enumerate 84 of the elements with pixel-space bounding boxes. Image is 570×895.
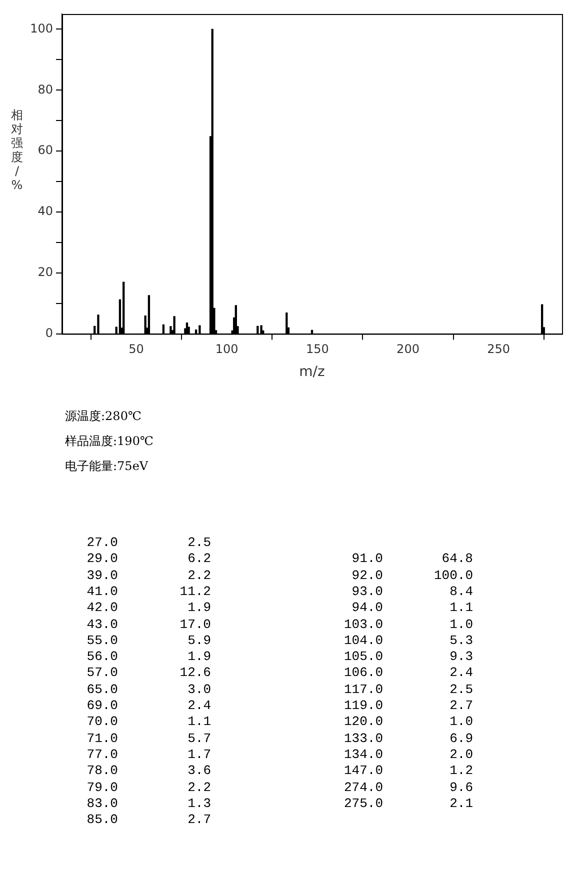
text: 57.0 <box>86 665 118 680</box>
text: 2.1 <box>450 796 473 811</box>
text: 2.4 <box>188 698 211 713</box>
text: 12.6 <box>180 665 211 680</box>
text: 1.2 <box>450 763 473 778</box>
text: 2.2 <box>188 780 211 794</box>
text: 29.0 <box>86 551 118 566</box>
text: 55.0 <box>86 632 118 648</box>
text: 71.0 <box>86 730 118 746</box>
text: 9.3 <box>450 649 473 664</box>
text: 83.0 <box>86 796 118 811</box>
x-tick-label: 200 <box>396 342 420 356</box>
text: 27.0 <box>86 535 118 550</box>
text: 6.2 <box>188 551 211 566</box>
text: 3.6 <box>188 763 211 778</box>
text: 56.0 <box>86 649 118 664</box>
text: 78.0 <box>86 763 118 778</box>
text: 117.0 <box>344 682 383 697</box>
text: 2.7 <box>450 698 473 713</box>
text: 源温度:280℃ <box>65 408 142 425</box>
text: 2.2 <box>188 568 211 583</box>
x-tick-label: 150 <box>306 342 329 356</box>
text: 1.1 <box>188 714 211 730</box>
text: 2.5 <box>450 682 473 697</box>
text: 92.0 <box>352 568 383 583</box>
text: 样品温度:190℃ <box>65 433 154 450</box>
text: 41.0 <box>86 584 118 599</box>
text: 8.4 <box>450 584 473 599</box>
text: 42.0 <box>86 600 118 616</box>
text: 39.0 <box>86 568 118 583</box>
text: 2.4 <box>450 665 473 680</box>
y-tick-label: 60 <box>38 143 53 158</box>
x-tick-label: 50 <box>128 342 144 356</box>
text: 147.0 <box>344 763 383 778</box>
text: 3.0 <box>188 682 211 697</box>
x-tick-label: 100 <box>215 342 238 356</box>
y-tick-label: 80 <box>38 82 53 96</box>
text: 120.0 <box>344 714 383 730</box>
text: 103.0 <box>344 616 383 632</box>
text: 69.0 <box>86 698 118 713</box>
text: 1.9 <box>188 600 211 616</box>
text: 70.0 <box>86 714 118 730</box>
text: 91.0 <box>352 551 383 566</box>
text: 119.0 <box>344 698 383 713</box>
text: 64.8 <box>442 551 473 566</box>
x-axis-title: m/z <box>299 364 325 380</box>
text: 5.7 <box>188 730 211 746</box>
text: 1.3 <box>188 796 211 811</box>
text: 11.2 <box>180 584 211 599</box>
text: 274.0 <box>344 780 383 794</box>
text: 93.0 <box>352 584 383 599</box>
text: 1.1 <box>450 600 473 616</box>
text: 77.0 <box>86 746 118 762</box>
text: 6.9 <box>450 730 473 746</box>
text: 43.0 <box>86 616 118 632</box>
text: 104.0 <box>344 632 383 648</box>
text: 85.0 <box>86 812 118 828</box>
text: 79.0 <box>86 780 118 794</box>
text: 5.9 <box>188 632 211 648</box>
text: 9.6 <box>450 780 473 794</box>
y-tick-label: 40 <box>38 204 53 218</box>
text: 1.0 <box>450 714 473 730</box>
text: 5.3 <box>450 632 473 648</box>
text: 2.0 <box>450 746 473 762</box>
text: 106.0 <box>344 665 383 680</box>
text: 2.7 <box>188 812 211 828</box>
text: 134.0 <box>344 746 383 762</box>
text: 17.0 <box>180 616 211 632</box>
x-tick-label: 250 <box>487 342 510 356</box>
text: 100.0 <box>434 568 473 583</box>
text: 105.0 <box>344 649 383 664</box>
text: 1.0 <box>450 616 473 632</box>
y-tick-label: 0 <box>45 326 53 340</box>
text: 电子能量:75eV <box>65 458 150 475</box>
text: 94.0 <box>352 600 383 616</box>
y-tick-label: 20 <box>38 265 53 280</box>
y-tick-label: 100 <box>30 21 53 36</box>
text: 1.9 <box>188 649 211 664</box>
text: 275.0 <box>344 796 383 811</box>
text: 65.0 <box>86 682 118 697</box>
text: 2.5 <box>188 535 211 550</box>
text: 1.7 <box>188 746 211 762</box>
text: 133.0 <box>344 730 383 746</box>
y-axis-title: 相对强度/% <box>10 108 24 192</box>
